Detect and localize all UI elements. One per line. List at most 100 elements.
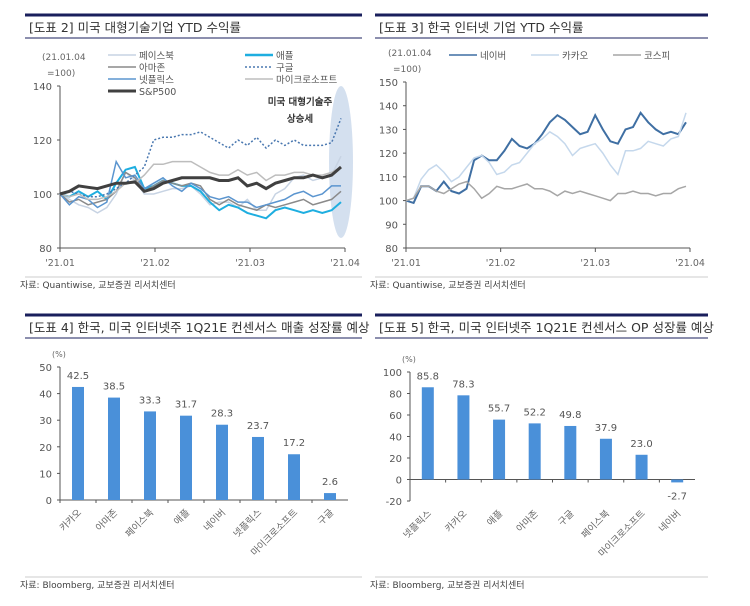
y-tick-label: 140 xyxy=(379,102,398,113)
series-line-3 xyxy=(59,118,342,198)
y-tick-label: 150 xyxy=(379,78,398,89)
bar-6 xyxy=(635,454,648,480)
y-tick-label: -20 xyxy=(386,497,402,508)
data-label: 31.7 xyxy=(175,400,197,411)
bar-2 xyxy=(144,411,156,500)
data-label: 33.3 xyxy=(139,395,161,406)
data-label: 78.3 xyxy=(452,379,474,390)
y-tick-label: 140 xyxy=(33,82,52,93)
x-tick-label: '21.03 xyxy=(235,258,265,269)
bar-7 xyxy=(324,493,336,500)
y-tick-label: 130 xyxy=(379,125,398,136)
x-tick-label: '21.02 xyxy=(140,258,170,269)
x-tick-label: '21.03 xyxy=(580,258,610,269)
x-tick-label: '21.02 xyxy=(486,258,516,269)
data-label: -2.7 xyxy=(667,492,687,503)
y-tick-label: 120 xyxy=(33,136,52,147)
data-label: 28.3 xyxy=(211,409,233,420)
bar-2 xyxy=(493,419,506,480)
chart-title: [도표 3] 한국 인터넷 기업 YTD 수익률 xyxy=(379,20,583,35)
source-note: 자료: Quantiwise, 교보증권 리서치센터 xyxy=(20,279,176,291)
category-label: 네이버 xyxy=(202,507,228,533)
source-note: 자료: Bloomberg, 교보증권 리서치센터 xyxy=(20,579,175,591)
category-label: 페이스북 xyxy=(580,508,613,541)
bar-4 xyxy=(216,424,228,500)
legend-label: 애플 xyxy=(276,51,294,62)
bar-5 xyxy=(599,438,612,480)
annotation-text: 상승세 xyxy=(287,113,313,125)
data-label: 38.5 xyxy=(103,382,125,393)
y-tick-label: 80 xyxy=(389,390,402,401)
y-tick-label: 40 xyxy=(389,433,402,444)
data-label: 37.9 xyxy=(595,423,617,434)
data-label: 23.7 xyxy=(247,421,269,432)
series-line-5 xyxy=(59,160,342,201)
y-tick-label: 100 xyxy=(379,197,398,208)
chart-title: [도표 4] 한국, 미국 인터넷주 1Q21E 컨센서스 매출 성장률 예상 xyxy=(29,320,370,335)
bar-1 xyxy=(457,395,470,480)
data-label: 42.5 xyxy=(67,371,89,382)
series-line-6 xyxy=(59,165,342,196)
unit-label: =100) xyxy=(47,69,75,79)
series-line-4 xyxy=(59,159,341,209)
category-label: 페이스북 xyxy=(124,507,157,540)
chart-panel-4: [도표 4] 한국, 미국 인터넷주 1Q21E 컨센서스 매출 성장률 예상자… xyxy=(20,313,370,591)
legend-label: S&P500 xyxy=(139,87,176,98)
annotation-text: 미국 대형기술주 xyxy=(268,96,333,108)
y-tick-label: 80 xyxy=(385,244,398,255)
category-label: 카카오 xyxy=(443,508,470,535)
y-tick-label: 10 xyxy=(39,469,52,480)
y-tick-label: 0 xyxy=(46,496,52,507)
x-tick-label: '21.04 xyxy=(675,258,705,269)
legend-label: 카카오 xyxy=(562,51,588,62)
category-label: 넷플릭스 xyxy=(231,506,264,539)
category-label: 구글 xyxy=(556,508,576,528)
category-label: 애플 xyxy=(172,507,192,527)
bar-7 xyxy=(671,479,684,483)
data-label: 55.7 xyxy=(488,404,510,415)
y-tick-label: 120 xyxy=(379,149,398,160)
chart-title: [도표 5] 한국, 미국 인터넷주 1Q21E 컨센서스 OP 성장률 예상 xyxy=(379,320,714,335)
y-tick-label: 110 xyxy=(379,173,398,184)
series-line-2 xyxy=(405,180,687,202)
y-tick-label: 50 xyxy=(39,363,52,374)
unit-label: (%) xyxy=(52,350,66,359)
unit-label: =100) xyxy=(393,65,421,75)
source-note: 자료: Bloomberg, 교보증권 리서치센터 xyxy=(370,579,525,591)
series-line-0 xyxy=(405,110,687,205)
category-label: 넷플릭스 xyxy=(401,507,434,540)
y-tick-label: 60 xyxy=(389,411,402,422)
bar-1 xyxy=(108,397,120,500)
series-line-1 xyxy=(405,112,687,202)
x-tick-label: '21.01 xyxy=(391,258,421,269)
data-label: 85.8 xyxy=(417,371,439,382)
unit-label: (21.01.04 xyxy=(388,49,432,59)
y-tick-label: 40 xyxy=(39,390,52,401)
y-tick-label: 90 xyxy=(385,220,398,231)
legend-label: 아마존 xyxy=(139,63,165,74)
category-label: 카카오 xyxy=(58,507,85,534)
x-tick-label: '21.01 xyxy=(45,258,75,269)
source-note: 자료: Quantiwise, 교보증권 리서치센터 xyxy=(370,279,526,291)
data-label: 52.2 xyxy=(524,407,546,418)
category-label: 네이버 xyxy=(657,508,683,534)
bar-3 xyxy=(180,415,192,500)
bar-3 xyxy=(528,423,541,480)
chart-title: [도표 2] 미국 대형기술기업 YTD 수익률 xyxy=(29,20,241,35)
y-tick-label: 100 xyxy=(33,190,52,201)
unit-label: (%) xyxy=(402,355,416,364)
legend-label: 네이버 xyxy=(480,51,506,62)
data-label: 23.0 xyxy=(630,439,652,450)
data-label: 2.6 xyxy=(322,477,338,488)
y-tick-label: 20 xyxy=(389,454,402,465)
data-label: 49.8 xyxy=(559,410,581,421)
legend-label: 구글 xyxy=(276,63,294,74)
category-label: 애플 xyxy=(485,508,505,528)
legend-label: 마이크로소프트 xyxy=(276,75,337,86)
legend-label: 페이스북 xyxy=(139,51,174,62)
chart-panel-5: [도표 5] 한국, 미국 인터넷주 1Q21E 컨센서스 OP 성장률 예상자… xyxy=(370,313,714,591)
data-label: 17.2 xyxy=(283,438,305,449)
category-label: 아마존 xyxy=(94,507,121,534)
y-tick-label: 80 xyxy=(39,244,52,255)
